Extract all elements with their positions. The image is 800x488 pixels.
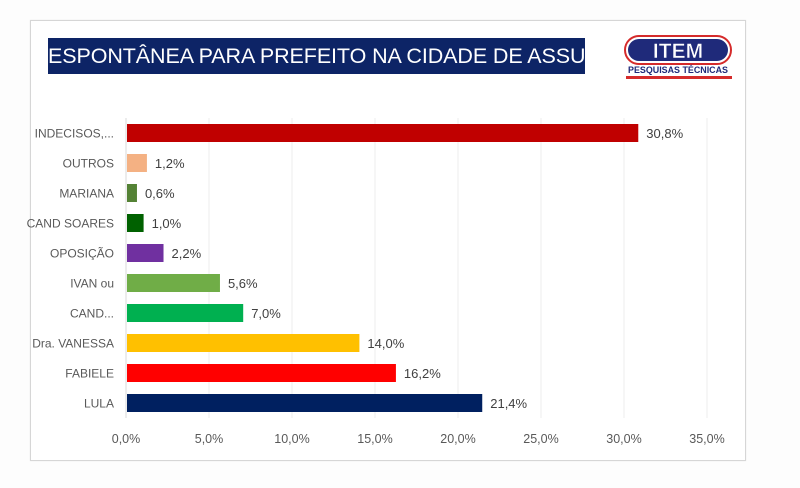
data-label: 14,0% xyxy=(367,336,404,351)
data-label: 30,8% xyxy=(646,126,683,141)
category-label: OPOSIÇÃO xyxy=(50,247,114,261)
data-label: 16,2% xyxy=(404,366,441,381)
data-label: 2,2% xyxy=(172,246,202,261)
bar xyxy=(127,304,244,322)
item-logo: ITEM PESQUISAS TÉCNICAS xyxy=(622,35,736,81)
bar xyxy=(127,244,164,262)
category-label: CAND... xyxy=(70,307,114,321)
category-label: MARIANA xyxy=(59,187,114,201)
category-label: INDECISOS,... xyxy=(35,127,114,141)
x-tick-label: 0,0% xyxy=(112,432,141,446)
bar xyxy=(127,154,147,172)
x-tick-label: 10,0% xyxy=(274,432,309,446)
category-label: IVAN ou xyxy=(70,277,114,291)
chart-title: ESPONTÂNEA PARA PREFEITO NA CIDADE DE AS… xyxy=(48,38,622,74)
bar xyxy=(127,394,483,412)
category-label: LULA xyxy=(84,397,114,411)
x-tick-label: 15,0% xyxy=(357,432,392,446)
bar xyxy=(127,124,639,142)
bar xyxy=(127,184,137,202)
chart-frame xyxy=(30,20,746,461)
category-label: FABIELE xyxy=(65,367,114,381)
x-tick-label: 35,0% xyxy=(689,432,724,446)
data-label: 21,4% xyxy=(490,396,527,411)
x-tick-label: 25,0% xyxy=(523,432,558,446)
x-tick-label: 5,0% xyxy=(195,432,224,446)
data-label: 5,6% xyxy=(228,276,258,291)
category-label: Dra. VANESSA xyxy=(32,337,114,351)
category-label: OUTROS xyxy=(63,157,114,171)
x-tick-label: 30,0% xyxy=(606,432,641,446)
data-label: 1,2% xyxy=(155,156,185,171)
data-label: 1,0% xyxy=(152,216,182,231)
bar xyxy=(127,274,220,292)
logo-underline xyxy=(626,76,732,79)
logo-brand: ITEM xyxy=(653,40,703,63)
bar xyxy=(127,334,360,352)
logo-tagline: PESQUISAS TÉCNICAS xyxy=(628,65,728,76)
x-tick-label: 20,0% xyxy=(440,432,475,446)
bar xyxy=(127,364,396,382)
bar xyxy=(127,214,144,232)
category-label: CAND SOARES xyxy=(27,217,114,231)
data-label: 0,6% xyxy=(145,186,175,201)
logo-badge-inner xyxy=(628,39,728,61)
data-label: 7,0% xyxy=(251,306,281,321)
